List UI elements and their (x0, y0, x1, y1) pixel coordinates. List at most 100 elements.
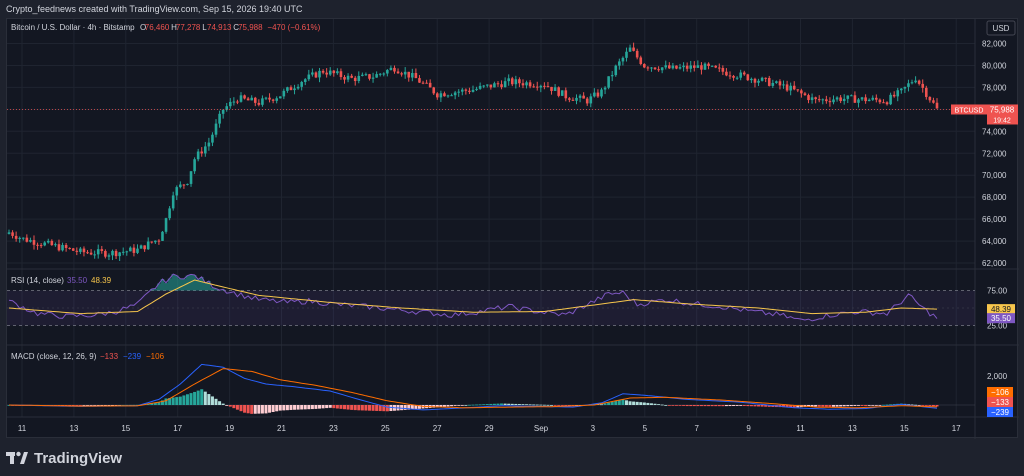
candle (189, 171, 193, 184)
candle (603, 87, 607, 90)
candle (675, 65, 678, 69)
macd-histogram-bar (564, 405, 568, 406)
macd-badge-label: −133 (991, 398, 1010, 407)
tradingview-logo[interactable]: TradingView (6, 446, 122, 470)
macd-histogram-bar (525, 404, 529, 406)
macd-histogram-bar (271, 405, 275, 412)
macd-histogram-bar (660, 404, 664, 406)
macd-histogram-bar (550, 405, 554, 406)
chart-area[interactable]: Bitcoin / U.S. Dollar · 4h · Bitstamp O 76… (6, 18, 1019, 439)
candle (578, 95, 582, 98)
candle (375, 74, 378, 78)
macd-histogram-bar (696, 405, 700, 407)
chart-svg[interactable]: Bitcoin / U.S. Dollar · 4h · Bitstamp O76… (7, 19, 1019, 439)
macd-histogram-bar (489, 403, 493, 405)
candle (89, 252, 93, 255)
candle (664, 65, 668, 68)
candle (364, 74, 368, 76)
macd-histogram-bar (210, 396, 214, 405)
candle (817, 99, 821, 101)
price-tick-label: 82,000 (982, 40, 1007, 49)
macd-histogram-bar (189, 393, 193, 405)
candle (796, 89, 800, 91)
macd-histogram-bar (346, 405, 350, 410)
price-tick-label: 70,000 (982, 171, 1007, 180)
macd-histogram-bar (503, 403, 507, 405)
macd-histogram-bar (796, 405, 800, 408)
candle (496, 83, 500, 85)
macd-histogram-bar (446, 405, 450, 407)
candle (129, 247, 132, 252)
macd-histogram-bar (699, 405, 703, 407)
tradingview-logo-icon (6, 450, 28, 466)
candle (221, 109, 225, 114)
macd-histogram-bar (521, 404, 525, 405)
macd-histogram-bar (375, 405, 379, 411)
candle (778, 81, 782, 86)
candle (671, 65, 675, 69)
candle (264, 97, 268, 99)
candle (57, 244, 61, 251)
macd-histogram-bar (928, 405, 932, 406)
candle (396, 71, 400, 74)
candle (710, 65, 714, 67)
macd-histogram-bar (385, 405, 389, 412)
candle (750, 78, 753, 81)
candle (411, 72, 414, 78)
candle (261, 98, 264, 105)
candle (907, 83, 910, 87)
candle (121, 251, 125, 253)
macd-histogram-bar (599, 404, 603, 406)
macd-histogram-bar (746, 405, 750, 407)
macd-badge (987, 397, 1013, 407)
macd-histogram-bar (721, 405, 725, 407)
macd-histogram-bar (168, 398, 172, 405)
candle (146, 241, 150, 250)
macd-badge (987, 407, 1013, 417)
macd-histogram-bar (667, 405, 671, 406)
macd-histogram-bar (560, 405, 564, 406)
candle (321, 70, 325, 73)
macd-histogram-bar (68, 405, 72, 406)
macd-histogram-bar (118, 404, 122, 406)
macd-histogram-bar (500, 403, 504, 405)
macd-histogram-bar (714, 405, 718, 407)
macd-histogram-bar (621, 399, 625, 405)
time-tick-label: 19 (225, 424, 234, 433)
candle (118, 252, 121, 257)
macd-histogram-bar (828, 405, 832, 407)
candle (721, 68, 725, 72)
candle (403, 71, 407, 75)
macd-histogram-bar (856, 405, 860, 406)
candle (867, 99, 871, 102)
candle (682, 65, 685, 68)
time-tick-label: 9 (746, 424, 751, 433)
candle (735, 77, 739, 79)
candle (717, 67, 721, 69)
price-tick-label: 66,000 (982, 215, 1007, 224)
candle (436, 93, 439, 98)
candle (18, 237, 22, 239)
macd-histogram-bar (732, 405, 736, 406)
macd-histogram-bar (100, 405, 104, 406)
macd-histogram-bar (810, 405, 814, 407)
attribution: Crypto_feednews created with TradingView… (6, 4, 303, 14)
candle (471, 89, 475, 92)
macd-histogram-bar (881, 404, 885, 406)
candle (767, 78, 771, 86)
candle (100, 249, 104, 251)
rsi-value: 35.50 (67, 276, 88, 285)
macd-histogram-bar (792, 405, 796, 408)
rsi-tick-label: 75.00 (987, 287, 1008, 296)
candle (11, 232, 14, 236)
candle (546, 86, 550, 88)
macd-histogram-bar (82, 405, 86, 406)
candle (75, 250, 79, 252)
candle (182, 184, 186, 186)
macd-histogram-bar (510, 403, 514, 405)
candle (175, 187, 179, 196)
macd-histogram-bar (121, 404, 125, 406)
macd-histogram-bar (496, 403, 500, 405)
candle (900, 88, 903, 91)
